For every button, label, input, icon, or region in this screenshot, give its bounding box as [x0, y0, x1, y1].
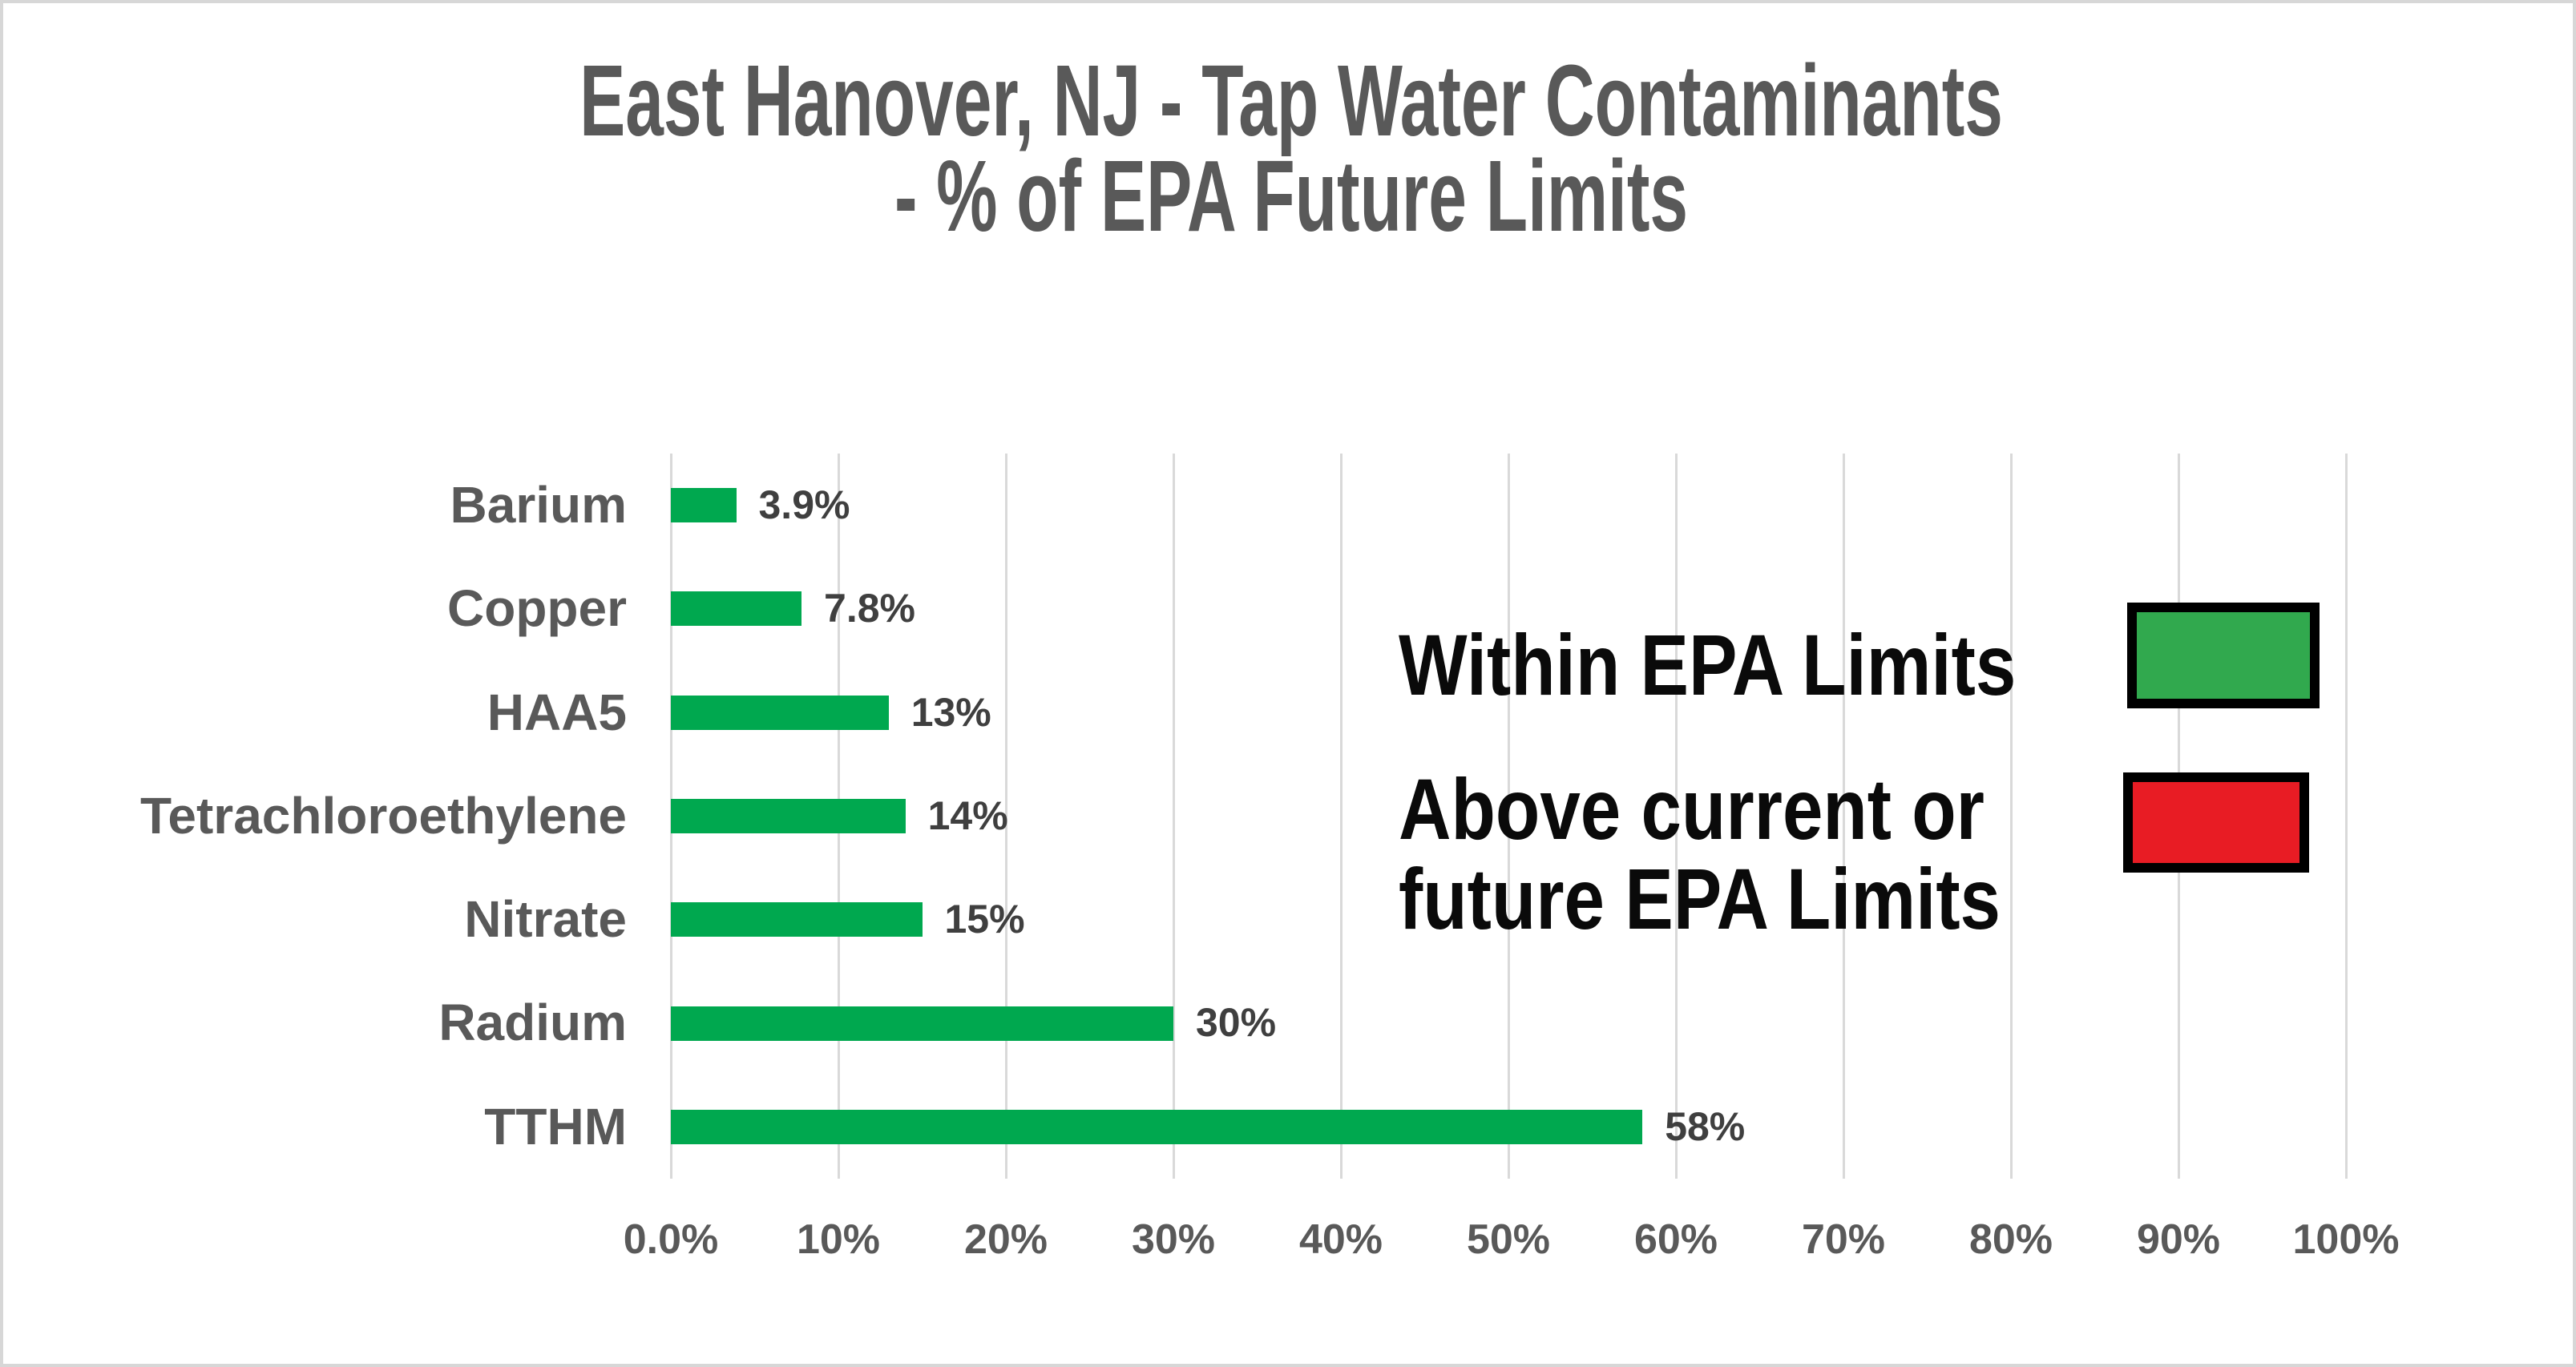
gridline-60% [1674, 454, 1678, 1179]
x-tick-label-40%: 40% [1298, 1216, 1383, 1263]
category-label-TTHM: TTHM [484, 1097, 627, 1155]
bar-TTHM [671, 1109, 1643, 1144]
legend-swatch-above-epa-limits [2123, 772, 2309, 873]
legend-label-above-line2: future EPA Limits [1399, 850, 2001, 947]
value-label-Radium: 30% [1196, 1000, 1277, 1046]
value-label-Tetrachloroethylene: 14% [927, 792, 1008, 838]
category-label-Barium: Barium [450, 476, 628, 534]
x-tick-label-80%: 80% [1968, 1216, 2053, 1263]
category-label-Copper: Copper [447, 579, 627, 638]
x-tick-label-60%: 60% [1633, 1216, 1718, 1263]
category-label-Nitrate: Nitrate [464, 890, 627, 949]
legend-swatch-within-epa-limits [2127, 603, 2320, 708]
bar-Nitrate [671, 902, 923, 938]
gridline-50% [1507, 454, 1510, 1179]
bar-HAA5 [671, 695, 889, 730]
bar-Radium [671, 1006, 1173, 1041]
gridline-30% [1172, 454, 1175, 1179]
value-label-TTHM: 58% [1665, 1103, 1746, 1149]
gridline-70% [1842, 454, 1845, 1179]
x-tick-label-0.0%: 0.0% [623, 1216, 719, 1263]
value-label-Nitrate: 15% [944, 897, 1025, 942]
gridline-40% [1339, 454, 1343, 1179]
x-tick-label-10%: 10% [796, 1216, 881, 1263]
gridline-100% [2344, 454, 2348, 1179]
chart-title-line1: East Hanover, NJ - Tap Water Contaminant… [579, 44, 2003, 157]
legend-label-above-epa-limits: Above current or future EPA Limits [1399, 764, 2001, 944]
value-label-HAA5: 13% [910, 689, 991, 735]
x-tick-label-90%: 90% [2136, 1216, 2221, 1263]
legend-label-above-line1: Above current or [1399, 760, 1984, 857]
x-tick-label-50%: 50% [1466, 1216, 1551, 1263]
x-tick-label-100%: 100% [2292, 1216, 2400, 1263]
gridline-80% [2009, 454, 2013, 1179]
gridline-20% [1004, 454, 1007, 1179]
value-label-Barium: 3.9% [758, 482, 850, 527]
x-tick-label-20%: 20% [963, 1216, 1048, 1263]
chart-title: East Hanover, NJ - Tap Water Contaminant… [415, 44, 2167, 252]
x-tick-label-30%: 30% [1131, 1216, 1216, 1263]
bar-Tetrachloroethylene [671, 799, 906, 833]
category-label-Radium: Radium [438, 994, 627, 1052]
x-tick-label-70%: 70% [1801, 1216, 1886, 1263]
category-label-HAA5: HAA5 [487, 683, 627, 741]
legend-label-within-epa-limits: Within EPA Limits [1399, 616, 2017, 713]
value-label-Copper: 7.8% [824, 586, 915, 631]
category-label-Tetrachloroethylene: Tetrachloroethylene [140, 786, 627, 845]
bar-Copper [671, 591, 802, 627]
bar-Barium [671, 488, 737, 523]
chart-title-line2: - % of EPA Future Limits [894, 139, 1689, 252]
